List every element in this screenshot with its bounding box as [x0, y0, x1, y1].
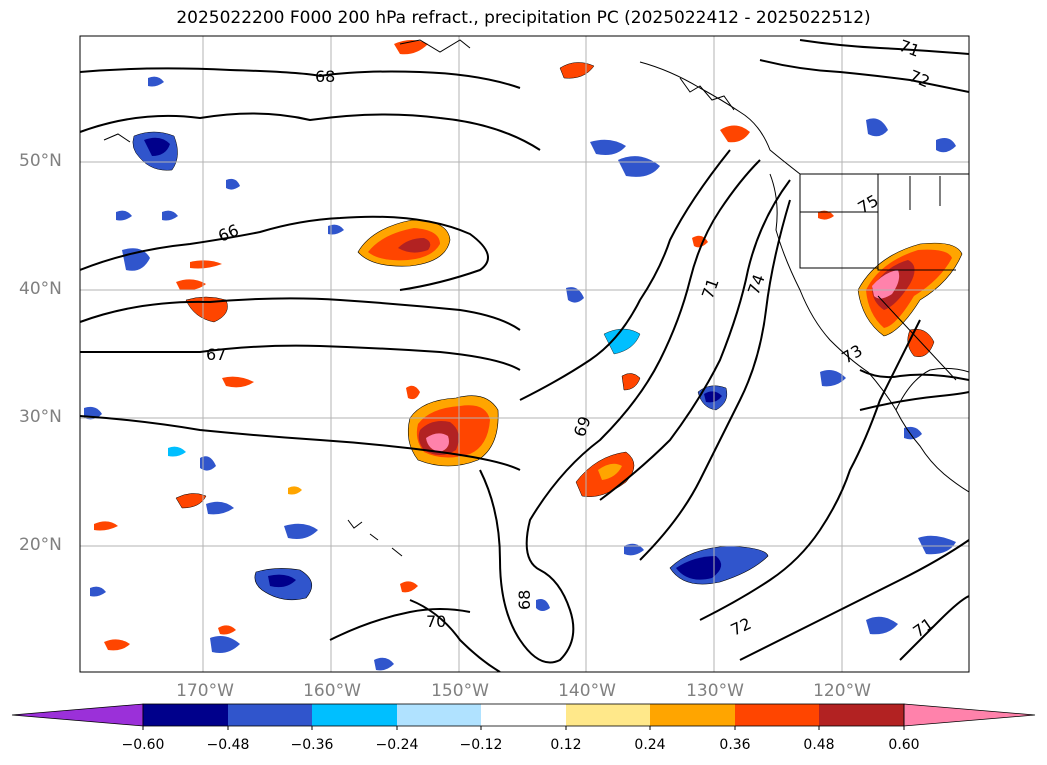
colorbar-tick-label: −0.48	[206, 737, 250, 753]
colorbar-segment	[481, 704, 566, 726]
lat-tick-label: 40°N	[19, 279, 62, 299]
colorbar-tick-label: −0.60	[121, 737, 165, 753]
colorbar-tick-label: 0.24	[634, 737, 666, 753]
contour-label: 68	[515, 590, 534, 610]
lon-tick-label: 130°W	[686, 681, 744, 701]
lon-tick-label: 140°W	[558, 681, 616, 701]
colorbar-tick-label: 0.12	[550, 737, 582, 753]
lat-tick-label: 50°N	[19, 151, 62, 171]
negative-precip-areas	[84, 76, 956, 671]
colorbar-tick-label: 0.60	[888, 737, 920, 753]
colorbar-tick-label: −0.36	[290, 737, 334, 753]
colorbar-segment	[143, 704, 228, 726]
colorbar-tick-label: 0.36	[719, 737, 751, 753]
map-title: 2025022200 F000 200 hPa refract., precip…	[176, 8, 871, 28]
colorbar-segment	[566, 704, 650, 726]
lon-tick-label: 160°W	[303, 681, 361, 701]
lat-tick-label: 30°N	[19, 407, 62, 427]
colorbar	[11, 703, 1036, 730]
colorbar-tick-label: −0.24	[375, 737, 419, 753]
lon-tick-label: 170°W	[176, 681, 234, 701]
colorbar-segment	[397, 704, 481, 726]
refractivity-contours	[80, 39, 969, 672]
colorbar-segment	[228, 704, 312, 726]
map-plot-area	[80, 36, 969, 672]
coastlines	[103, 39, 969, 557]
contour-label: 67	[206, 345, 226, 364]
graticule	[80, 36, 969, 672]
colorbar-extend-high	[903, 703, 1036, 727]
colorbar-segment	[819, 704, 904, 726]
colorbar-segment	[650, 704, 735, 726]
lon-tick-label: 150°W	[431, 681, 489, 701]
colorbar-tick-label: −0.12	[459, 737, 503, 753]
colorbar-extend-low	[11, 703, 144, 727]
contour-label: 70	[426, 612, 446, 631]
lat-tick-label: 20°N	[19, 535, 62, 555]
lon-tick-label: 120°W	[813, 681, 871, 701]
contour-label: 68	[315, 67, 335, 86]
plot-frame	[79, 35, 970, 673]
colorbar-segment	[735, 704, 819, 726]
colorbar-tick-label: 0.48	[803, 737, 835, 753]
colorbar-segment	[312, 704, 397, 726]
